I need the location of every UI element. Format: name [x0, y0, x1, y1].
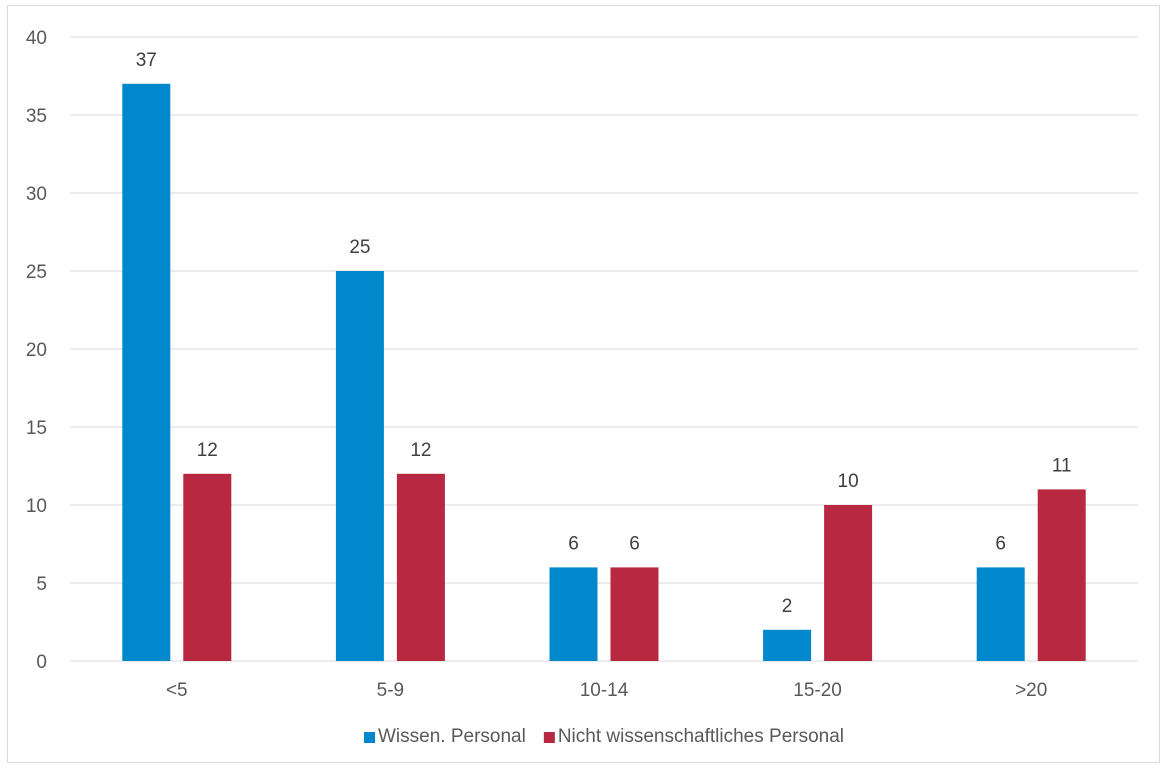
x-tick-label: <5: [166, 680, 188, 701]
legend-swatch: [363, 732, 375, 743]
bars: [122, 83, 1086, 662]
y-axis-tick-labels: 0 5 10 15 20 25 30 35 40: [26, 28, 47, 673]
data-label: 11: [1052, 455, 1072, 476]
data-label: 6: [995, 533, 1006, 554]
y-tick-label: 35: [26, 106, 47, 127]
bar-wissen-personal: [763, 629, 812, 661]
legend-item: Wissen. Personal: [363, 726, 526, 747]
bar-wissen-personal: [122, 83, 171, 662]
bar-wissen-personal: [549, 567, 598, 661]
bar-wissen-personal: [335, 271, 384, 661]
bar-wissen-personal: [976, 567, 1025, 661]
data-label: 12: [410, 440, 431, 461]
data-label: 2: [782, 596, 793, 617]
y-tick-label: 20: [26, 340, 47, 361]
y-tick-label: 10: [26, 496, 47, 517]
bar-nicht-wissenschaftliches-personal: [396, 473, 445, 661]
y-tick-label: 15: [26, 418, 47, 439]
legend-item: Nicht wissenschaftliches Personal: [543, 726, 844, 747]
bar-nicht-wissenschaftliches-personal: [824, 505, 873, 661]
legend-label: Wissen. Personal: [378, 726, 526, 747]
gridlines: [70, 36, 1138, 662]
x-tick-label: 5-9: [377, 680, 404, 701]
data-label: 6: [568, 533, 579, 554]
data-label: 25: [349, 237, 370, 258]
data-labels: 37 12 25 12 6 6 2 10 6 11: [136, 50, 1072, 617]
legend: Wissen. Personal Nicht wissenschaftliches…: [363, 726, 844, 747]
x-tick-label: 15-20: [793, 680, 842, 701]
y-tick-label: 30: [26, 184, 47, 205]
x-tick-label: 10-14: [580, 680, 629, 701]
data-label: 10: [838, 471, 859, 492]
y-tick-label: 0: [36, 652, 47, 673]
x-tick-label: >20: [1015, 680, 1047, 701]
bar-nicht-wissenschaftliches-personal: [1037, 489, 1086, 661]
bar-nicht-wissenschaftliches-personal: [183, 473, 232, 661]
bar-nicht-wissenschaftliches-personal: [610, 567, 659, 661]
data-label: 12: [197, 440, 218, 461]
x-axis-tick-labels: <5 5-9 10-14 15-20 >20: [166, 680, 1047, 701]
data-label: 6: [629, 533, 640, 554]
data-label: 37: [136, 50, 157, 71]
y-tick-label: 40: [26, 28, 47, 49]
y-tick-label: 5: [36, 574, 47, 595]
legend-label: Nicht wissenschaftliches Personal: [558, 726, 844, 747]
y-tick-label: 25: [26, 262, 47, 283]
legend-swatch: [543, 732, 555, 743]
